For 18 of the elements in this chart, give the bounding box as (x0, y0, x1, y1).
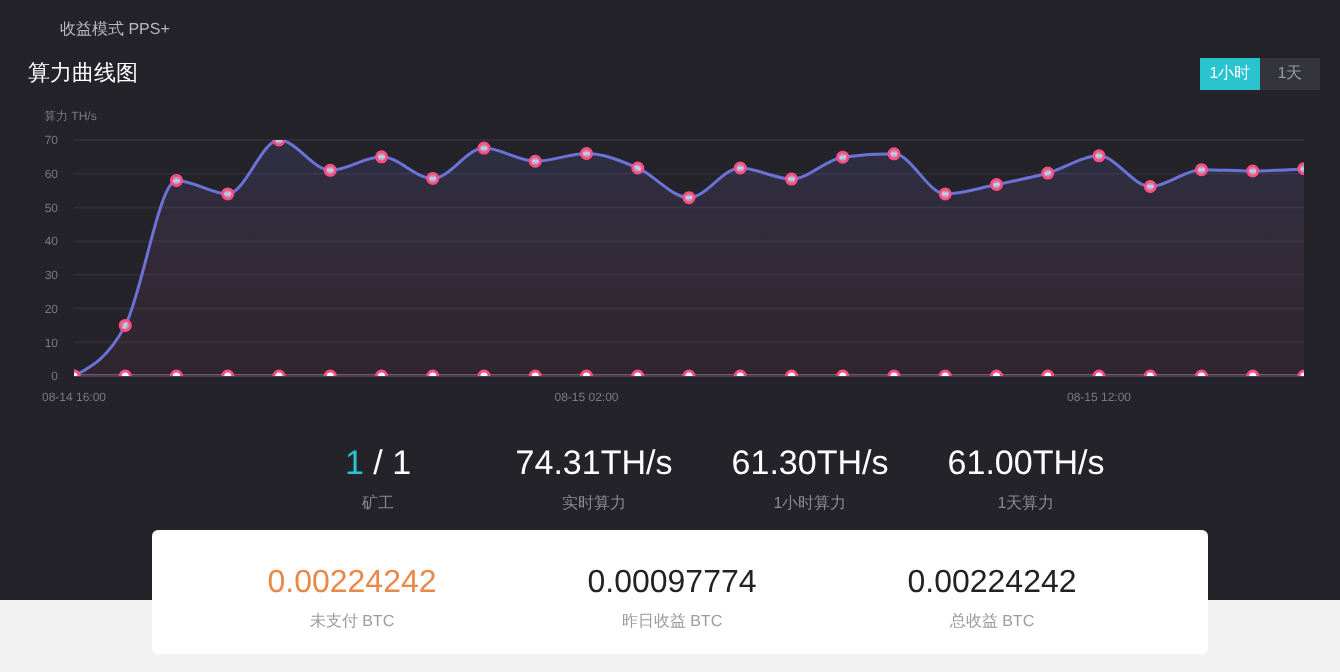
text: 收益模式 PPS+ (60, 18, 170, 40)
text: 1 / 1 (342, 444, 414, 484)
text: 1天算力 (995, 492, 1057, 514)
text: 矿工 (360, 492, 396, 514)
text: 0.00224242 (265, 566, 439, 602)
text: 0.00097774 (585, 566, 759, 602)
text: 61.30TH/s (729, 444, 891, 484)
text: 实时算力 (560, 492, 628, 514)
chart-title: 算力曲线图 (28, 60, 138, 88)
text: 未支付 BTC (307, 610, 397, 632)
text: 1天 (1260, 58, 1320, 90)
text: 61.00TH/s (945, 444, 1107, 484)
text: 1小时算力 (771, 492, 849, 514)
text: 1小时 (1200, 58, 1260, 90)
text: 总收益 BTC (947, 610, 1037, 632)
text: 0.00224242 (905, 566, 1079, 602)
text: 昨日收益 BTC (619, 610, 725, 632)
text: 74.31TH/s (513, 444, 675, 484)
